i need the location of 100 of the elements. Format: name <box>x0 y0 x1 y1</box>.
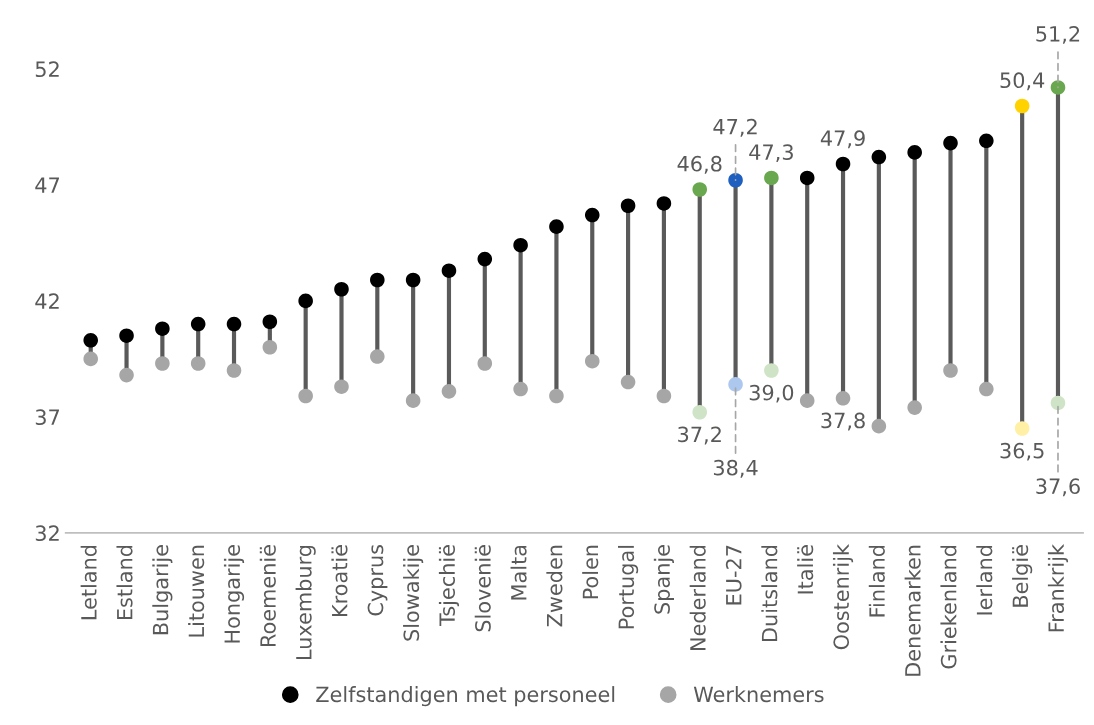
point <box>298 388 313 404</box>
point <box>83 351 98 367</box>
point <box>835 391 851 406</box>
y-tick-label: 52 <box>35 61 59 78</box>
x-tick-label: Litouwen <box>188 545 205 637</box>
x-tick-label: Cyprus <box>367 545 388 616</box>
point <box>155 356 170 371</box>
point <box>226 363 242 378</box>
data-label: 47,3 <box>749 144 793 163</box>
point <box>1050 395 1066 411</box>
point <box>226 316 242 332</box>
x-tick-label: Polen <box>582 545 599 599</box>
point <box>728 377 743 392</box>
data-label: 37,2 <box>678 426 721 445</box>
point <box>584 353 600 369</box>
x-tick-label: Bulgarije <box>152 545 173 635</box>
point <box>549 388 564 404</box>
point <box>620 198 636 214</box>
x-tick-label: Oostenrijk <box>832 544 854 650</box>
x-tick-label: Zweden <box>546 545 563 627</box>
point <box>262 314 278 330</box>
x-tick-label: Slowakije <box>403 545 424 641</box>
point <box>979 133 994 149</box>
point <box>620 374 636 390</box>
point <box>656 196 672 211</box>
data-label: 36,5 <box>1000 442 1044 461</box>
point <box>441 263 457 278</box>
x-tick-label: Hongarije <box>223 545 245 643</box>
data-label: 47,9 <box>820 130 865 149</box>
x-tick-label: Slovenië <box>474 545 491 632</box>
point <box>1014 421 1030 436</box>
y-tick-label: 37 <box>35 409 59 426</box>
data-label: 46,8 <box>677 155 722 174</box>
point <box>334 281 349 297</box>
x-tick-label: Nederland <box>689 545 706 650</box>
point <box>477 356 493 371</box>
y-tick-label: 32 <box>35 525 59 542</box>
point <box>835 156 851 172</box>
point <box>728 172 743 188</box>
point <box>370 349 385 364</box>
legend-label: Werknemers <box>693 686 824 703</box>
x-tick-label: EU-27 <box>725 545 742 605</box>
x-tick-label: Kroatië <box>331 545 348 616</box>
point <box>190 316 206 332</box>
point <box>119 367 134 383</box>
point <box>871 418 887 434</box>
point <box>907 145 922 160</box>
point <box>405 272 421 288</box>
data-label: 38,4 <box>713 459 758 478</box>
data-label: 47,2 <box>713 118 757 137</box>
point <box>477 251 493 267</box>
point <box>405 393 421 408</box>
point <box>799 170 815 186</box>
x-tick-label: Portugal <box>618 545 639 629</box>
x-tick-label: Spanje <box>653 545 674 614</box>
point <box>799 393 815 408</box>
point <box>262 339 278 355</box>
point <box>1014 98 1030 114</box>
x-tick-label: Denemarken <box>904 545 921 676</box>
point <box>83 333 98 348</box>
point <box>943 363 958 378</box>
data-label: 50,4 <box>1000 72 1045 91</box>
point <box>764 363 779 378</box>
y-tick-label: 42 <box>35 293 59 309</box>
point <box>334 379 349 394</box>
x-tick-label: Luxemburg <box>295 545 316 660</box>
point <box>692 182 708 197</box>
legend-label: Zelfstandigen met personeel <box>316 686 615 707</box>
x-tick-label: Letland <box>80 545 97 620</box>
data-label: 51,2 <box>1036 25 1080 44</box>
y-tick-label: 47 <box>35 177 59 193</box>
point <box>979 381 994 397</box>
point <box>513 237 528 253</box>
x-tick-label: Roemenië <box>259 545 276 646</box>
point <box>155 321 170 336</box>
x-tick-label: Finland <box>868 545 885 617</box>
point <box>692 404 708 420</box>
x-tick-label: Italië <box>797 545 814 594</box>
x-tick-label: Estland <box>116 545 133 620</box>
x-tick-label: Duitsland <box>761 545 778 641</box>
point <box>513 381 528 397</box>
point <box>764 170 779 186</box>
point <box>1050 80 1066 95</box>
point <box>370 272 385 288</box>
x-tick-label: Griekenland <box>940 545 957 669</box>
point <box>190 356 206 371</box>
point <box>907 400 922 415</box>
x-tick-label: Tsjechië <box>438 545 460 627</box>
point <box>119 328 134 343</box>
point <box>549 219 564 234</box>
point <box>943 135 958 151</box>
point <box>441 384 457 399</box>
point <box>656 388 672 404</box>
point <box>584 207 600 223</box>
x-tick-label: België <box>1012 545 1033 607</box>
x-tick-label: Ierland <box>976 545 993 615</box>
point <box>871 149 887 165</box>
x-tick-label: Malta <box>510 545 527 600</box>
point <box>298 293 313 309</box>
data-label: 37,6 <box>1036 478 1080 497</box>
